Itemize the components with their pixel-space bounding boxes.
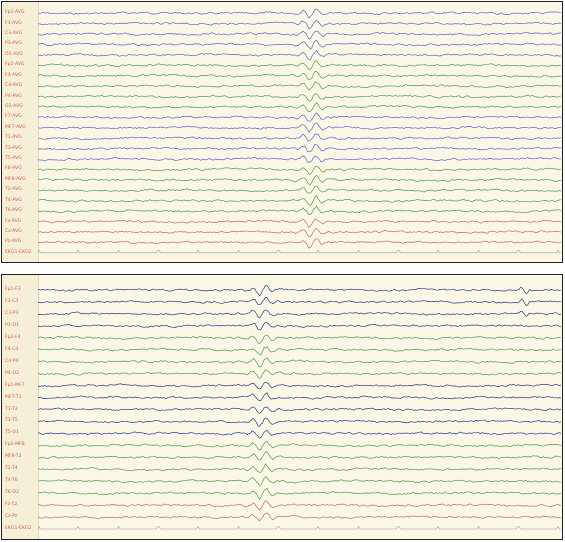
eeg-channel-trace (38, 195, 561, 206)
eeg-channel-trace (38, 440, 562, 451)
eeg-channel-trace (38, 39, 562, 50)
channel-label: T2-T4 (5, 466, 18, 472)
channel-label: C3-AVG (5, 31, 23, 37)
channel-label: C3-P3 (5, 310, 19, 316)
channel-label: T2-AVG (5, 187, 22, 193)
eeg-panel-average-montage: Fp1-AVG F3-AVG C3-AVG P3-AVG O1-AVG Fp2-AVG F4… (1, 1, 563, 263)
channel-label: P3-O1 (5, 322, 20, 328)
channel-label: MF8-AVG (5, 176, 26, 182)
channel-label: EKG1-EKG2 (5, 249, 32, 255)
eeg-channel-trace (38, 392, 562, 402)
channel-label: Cz-Pz (5, 514, 18, 520)
eeg-channel-trace (38, 133, 562, 142)
eeg-channel-trace (38, 476, 562, 486)
channel-label: Fp2-AVG (5, 62, 25, 68)
channel-label: T3-AVG (5, 145, 22, 151)
channel-label: P4-AVG (5, 93, 22, 99)
channel-label: T5-O1 (5, 430, 20, 436)
eeg-channel-trace (38, 227, 562, 237)
eeg-channel-trace (38, 205, 562, 216)
eeg-trace-area (38, 284, 562, 530)
eeg-channel-trace (38, 463, 562, 473)
eeg-channel-trace (38, 93, 562, 102)
channel-label: Fp1-MF7 (5, 382, 25, 388)
channel-label: F4-C4 (5, 346, 19, 352)
channel-label: F4-AVG (5, 72, 22, 78)
eeg-channel-trace (38, 218, 562, 228)
eeg-channel-trace (38, 512, 562, 522)
channel-label: F3-AVG (5, 20, 22, 26)
eeg-channel-trace (38, 186, 562, 194)
eeg-channel-trace (38, 346, 562, 356)
channel-label: Fz-Cz (5, 502, 18, 508)
eeg-channel-trace (38, 143, 562, 153)
eeg-channel-trace (38, 357, 562, 368)
channel-label-column: Fp1-F3 F3-C3 C3-P3 P3-O1 Fp2-F4 F4-C4 C4-P4 P4-… (2, 275, 39, 539)
channel-label: Fp2-F4 (5, 334, 21, 340)
channel-label: T1-T3 (5, 406, 18, 412)
channel-label: T4-AVG (5, 197, 22, 203)
eeg-channel-trace (38, 382, 562, 390)
eeg-channel-trace (38, 451, 562, 461)
eeg-channel-trace (38, 102, 562, 112)
eeg-channel-trace (38, 81, 562, 91)
channel-label: F8-AVG (5, 166, 22, 172)
channel-label: MF7-AVG (5, 124, 26, 130)
eeg-channel-trace (38, 284, 562, 297)
eeg-channel-trace (38, 122, 561, 133)
eeg-channel-trace (38, 429, 562, 439)
eeg-channel-trace (38, 309, 562, 319)
channel-label: C4-P4 (5, 358, 19, 364)
timeline-trace (38, 525, 561, 530)
channel-label: T6-AVG (5, 208, 22, 214)
eeg-channel-trace (38, 60, 562, 70)
timeline-trace (38, 249, 561, 254)
channel-label: MF7-T1 (5, 394, 22, 400)
channel-label: Fp1-F3 (5, 286, 21, 292)
channel-label: C4-AVG (5, 83, 23, 89)
eeg-channel-trace (38, 8, 562, 19)
eeg-channel-trace (38, 30, 561, 40)
channel-label: T1-AVG (5, 135, 22, 141)
channel-label: Fp1-AVG (5, 10, 25, 16)
eeg-trace-area (38, 8, 562, 254)
channel-label: T6-O2 (5, 490, 20, 496)
channel-label: P4-O2 (5, 370, 20, 376)
eeg-channel-trace (38, 238, 562, 249)
eeg-channel-trace (38, 70, 562, 80)
eeg-channel-trace (38, 175, 562, 185)
channel-label: P3-AVG (5, 41, 22, 47)
channel-label: O1-AVG (5, 51, 23, 57)
channel-label-column: Fp1-AVG F3-AVG C3-AVG P3-AVG O1-AVG Fp2-AVG F4… (2, 2, 39, 262)
eeg-channel-trace (38, 112, 562, 122)
channel-label: Fp2-MF8 (5, 442, 25, 448)
eeg-channel-trace (38, 406, 562, 414)
eeg-channel-trace (38, 321, 562, 331)
channel-label: MF8-T2 (5, 454, 22, 460)
channel-label: T4-T6 (5, 478, 18, 484)
eeg-channel-trace (38, 20, 562, 29)
channel-label: F7-AVG (5, 114, 22, 120)
eeg-channel-trace (38, 165, 562, 175)
eeg-panel-bipolar-montage: Fp1-F3 F3-C3 C3-P3 P3-O1 Fp2-F4 F4-C4 C4-P4 P4-… (1, 274, 563, 540)
eeg-channel-trace (38, 155, 561, 163)
channel-label: T3-T5 (5, 418, 18, 424)
eeg-channel-trace (38, 500, 561, 511)
eeg-channel-trace (38, 50, 562, 61)
channel-label: Cz-AVG (5, 228, 22, 234)
channel-label: Pz-AVG (5, 239, 22, 245)
channel-label: Fz-AVG (5, 218, 22, 224)
eeg-channel-trace (38, 487, 562, 500)
eeg-channel-trace (38, 369, 562, 379)
eeg-channel-trace (38, 297, 561, 307)
channel-label: F3-C3 (5, 298, 19, 304)
eeg-channel-trace (38, 334, 562, 344)
channel-label: EKG1-EKG2 (5, 526, 32, 532)
channel-label: O2-AVG (5, 103, 23, 109)
eeg-channel-trace (38, 417, 562, 427)
channel-label: T5-AVG (5, 156, 22, 162)
